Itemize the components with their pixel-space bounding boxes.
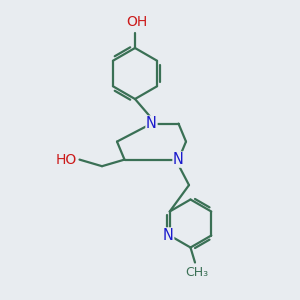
Text: N: N — [146, 116, 157, 131]
Text: N: N — [173, 152, 184, 167]
Text: CH₃: CH₃ — [185, 266, 208, 279]
Text: OH: OH — [126, 15, 147, 29]
Text: HO: HO — [55, 153, 76, 166]
Text: N: N — [163, 228, 174, 243]
